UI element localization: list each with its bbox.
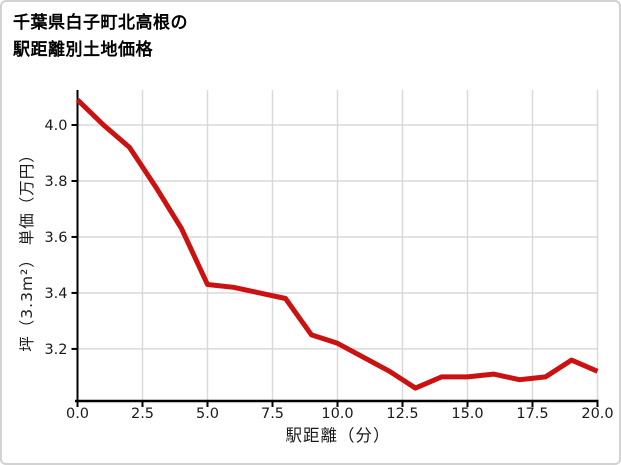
- x-tick-label: 17.5: [516, 406, 548, 422]
- x-axis-title: 駅距離（分）: [285, 426, 391, 445]
- y-tick-label: 3.2: [44, 342, 67, 358]
- y-tick-label: 3.6: [44, 230, 67, 246]
- x-tick-label: 10.0: [321, 406, 353, 422]
- x-tick-label: 20.0: [581, 406, 613, 422]
- x-tick-label: 0.0: [66, 406, 89, 422]
- y-tick-label: 3.8: [44, 174, 67, 190]
- chart-title-line-1: 千葉県白子町北高根の: [13, 13, 188, 33]
- chart-title: 千葉県白子町北高根の 駅距離別土地価格: [13, 10, 188, 64]
- x-tick-label: 15.0: [451, 406, 483, 422]
- x-tick-label: 2.5: [131, 406, 154, 422]
- x-tick-label: 7.5: [261, 406, 284, 422]
- x-tick-label: 12.5: [386, 406, 418, 422]
- y-tick-label: 3.4: [44, 286, 67, 302]
- x-tick-label: 5.0: [196, 406, 219, 422]
- price-line: [75, 98, 599, 391]
- y-tick-label: 4.0: [44, 118, 67, 134]
- chart-title-line-2: 駅距離別土地価格: [13, 40, 153, 60]
